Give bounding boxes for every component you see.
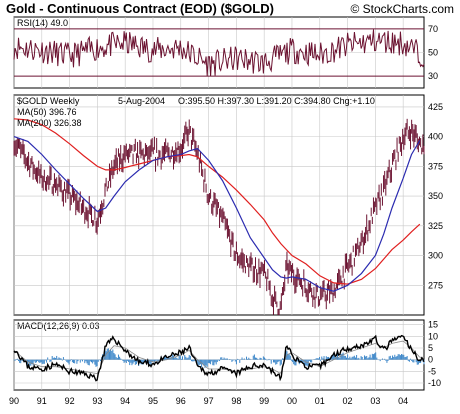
price-date-label: 5-Aug-2004	[118, 96, 165, 106]
macd-y-tick-label: 0	[428, 355, 433, 365]
price-ohlc-readout: O:395.50 H:397.30 L:391.20 C:394.80 Chg:…	[178, 96, 375, 106]
rsi-line	[13, 29, 425, 77]
price-y-tick-label: 325	[428, 221, 443, 231]
x-tick-label: 03	[370, 396, 380, 406]
x-tick-label: 93	[92, 396, 102, 406]
rsi-y-tick-label: 50	[428, 48, 438, 58]
ma200-line	[13, 118, 421, 285]
rsi-y-tick-label: 70	[428, 24, 438, 34]
macd-y-tick-label: -10	[428, 378, 441, 388]
macd-panel	[13, 319, 425, 391]
x-tick-label: 00	[287, 396, 297, 406]
macd-y-tick-label: -5	[428, 366, 436, 376]
price-y-tick-label: 375	[428, 161, 443, 171]
ma50-legend: MA(50) 396.76	[17, 107, 77, 117]
price-y-tick-label: 425	[428, 102, 443, 112]
macd-line	[13, 334, 425, 382]
rsi-label: RSI(14) 49.0	[17, 18, 68, 28]
copyright-text: © StockCharts.com	[350, 2, 454, 16]
rsi-plot: 70 50 30	[13, 17, 438, 88]
x-axis: 90 91 92 93 94 95 96 97 98 99 00 01 02 03 04	[9, 396, 408, 406]
macd-label: MACD(12,26,9) 0.03	[17, 321, 100, 331]
macd-y-tick-label: 10	[428, 331, 438, 341]
x-tick-label: 96	[176, 396, 186, 406]
macd-y-tick-label: 5	[428, 343, 433, 353]
price-y-tick-label: 350	[428, 191, 443, 201]
price-y-tick-label: 300	[428, 251, 443, 261]
x-tick-label: 95	[148, 396, 158, 406]
macd-signal-line	[13, 340, 424, 375]
x-tick-label: 91	[37, 396, 47, 406]
price-y-tick-label: 400	[428, 132, 443, 142]
price-plot: 425 400 375 350 325 300 275	[13, 95, 443, 315]
x-tick-label: 98	[231, 396, 241, 406]
macd-y-tick-label: 15	[428, 320, 438, 330]
x-tick-label: 90	[9, 396, 19, 406]
x-tick-label: 04	[398, 396, 408, 406]
x-tick-label: 02	[343, 396, 353, 406]
rsi-y-tick-label: 30	[428, 71, 438, 81]
price-panel-label: $GOLD Weekly	[17, 96, 80, 106]
x-tick-label: 94	[120, 396, 130, 406]
x-tick-label: 99	[259, 396, 269, 406]
x-tick-label: 97	[204, 396, 214, 406]
x-tick-label: 01	[315, 396, 325, 406]
ma200-legend: MA(200) 326.38	[17, 118, 82, 128]
chart-title: Gold - Continuous Contract (EOD) ($GOLD)	[6, 1, 274, 16]
x-tick-label: 92	[65, 396, 75, 406]
price-y-tick-label: 275	[428, 280, 443, 290]
ma50-line	[13, 136, 421, 292]
